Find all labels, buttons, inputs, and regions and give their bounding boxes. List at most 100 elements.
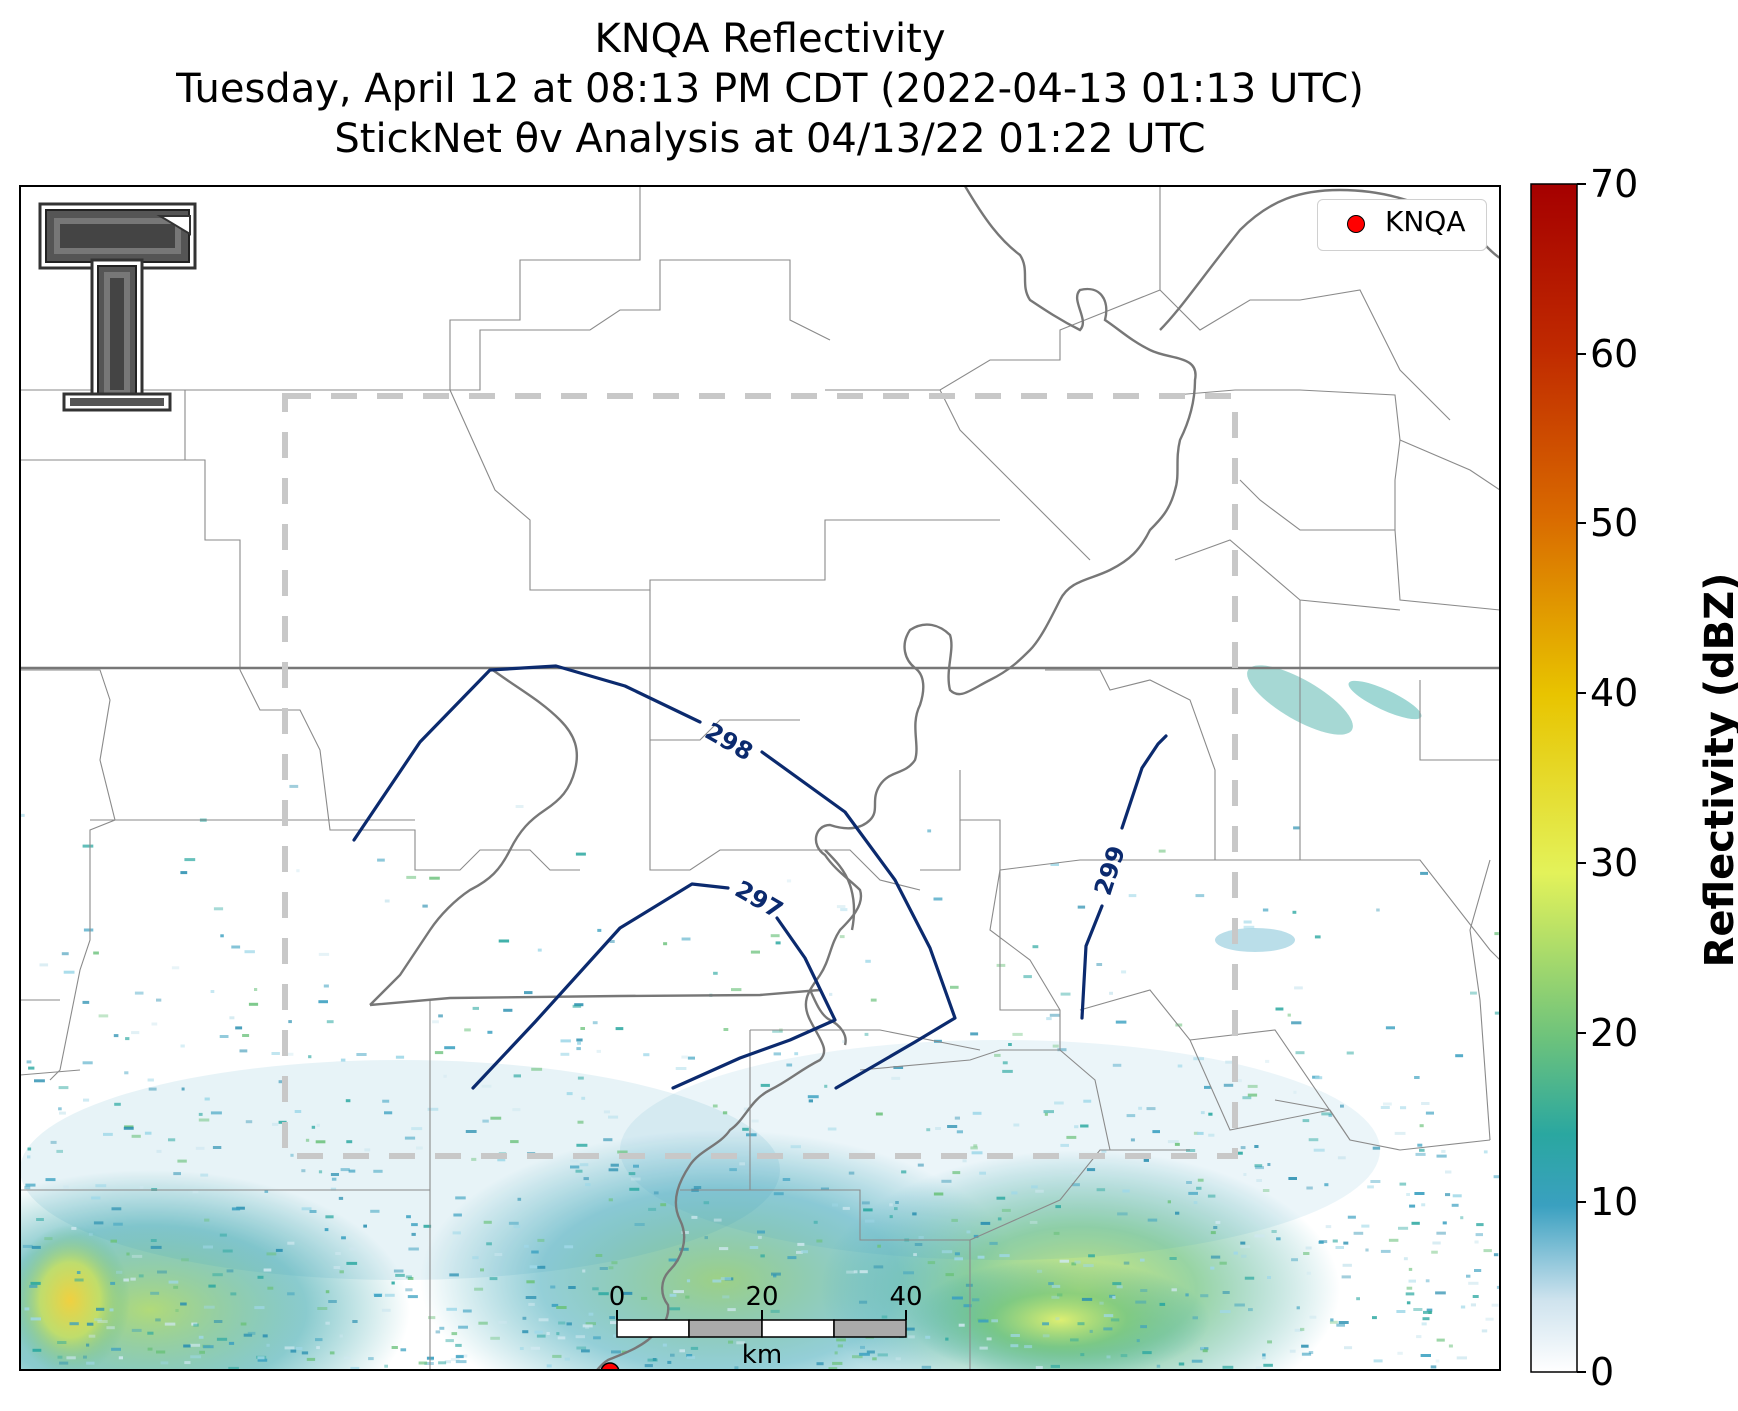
radar-speckle-cell [951,1296,963,1300]
radar-speckle-cell [1306,1186,1313,1190]
colorbar-tick-0: 0 [1590,1350,1615,1394]
radar-speckle-cell [1289,1349,1296,1353]
radar-speckle-cell [455,1355,464,1359]
radar-speckle-cell [384,1111,393,1115]
radar-speckle-cell [1175,1211,1180,1215]
radar-speckle-cell [432,1020,439,1024]
radar-speckle-cell [575,1335,585,1339]
radar-speckle-cell [490,1336,500,1340]
radar-speckle-cell [150,1245,162,1249]
radar-speckle-cell [131,1328,142,1332]
radar-speckle-cell [1308,1351,1314,1354]
radar-speckle-cell [1013,1123,1020,1127]
radar-speckle-cell [147,1347,153,1351]
radar-speckle-cell [1372,1316,1377,1320]
radar-speckle-cell [1296,1306,1300,1310]
radar-speckle-cell [686,1279,691,1283]
radar-speckle-cell [393,1269,404,1273]
radar-speckle-cell [989,1241,998,1245]
radar-speckle-cell [1186,1149,1196,1152]
radar-speckle-cell [287,1241,295,1245]
radar-speckle-cell [242,1034,250,1037]
radar-speckle-cell [76,1271,81,1274]
radar-speckle-cell [345,1099,351,1103]
radar-speckle-cell [579,1163,589,1167]
radar-speckle-cell [608,1168,619,1172]
radar-speckle-cell [597,928,602,932]
radar-speckle-cell [980,1221,991,1225]
radar-speckle-cell [489,1277,498,1281]
radar-speckle-cell [1011,1191,1018,1195]
radar-speckle-cell [820,1187,829,1191]
radar-speckle-cell [1483,1249,1492,1253]
radar-speckle-cell [986,1337,992,1341]
radar-speckle-cell [1367,1185,1374,1189]
radar-speckle-cell [1074,1260,1081,1264]
radar-speckle-cell [95,1184,107,1188]
radar-speckle-cell [1248,1308,1253,1312]
radar-speckle-cell [895,1201,899,1204]
radar-speckle-cell [690,1346,699,1350]
radar-speckle-cell [1493,1253,1499,1257]
radar-speckle-cell [1288,1177,1297,1180]
radar-speckle-cell [57,1341,67,1344]
radar-speckle-cell [318,952,330,956]
radar-speckle-cell [893,1066,904,1069]
radar-speckle-cell [519,1347,524,1350]
radar-speckle-cell [1103,1327,1113,1331]
radar-speckle-cell [1452,1194,1462,1198]
radar-speckle-cell [950,985,959,989]
radar-speckle-cell [1196,1186,1202,1190]
radar-speckle-cell [150,1239,157,1242]
radar-speckle-cell [131,1134,141,1138]
radar-speckle-cell [1275,1007,1284,1011]
radar-speckle-cell [615,1027,624,1031]
radar-speckle-cell [1435,1359,1440,1363]
radar-speckle-cell [126,1252,130,1256]
radar-speckle-cell [608,1266,614,1270]
radar-speckle-cell [611,1261,618,1265]
colorbar-tick-40: 40 [1590,671,1639,715]
radar-speckle-cell [577,1041,581,1045]
radar-speckle-cell [1247,1093,1258,1097]
radar-speckle-cell [1399,1182,1407,1186]
radar-speckle-cell [377,858,385,862]
radar-speckle-cell [704,1236,708,1240]
radar-speckle-cell [455,1343,462,1347]
radar-speckle-cell [346,1261,358,1265]
radar-speckle-cell [50,1140,57,1144]
radar-speckle-cell [971,1151,983,1155]
radar-speckle-cell [26,1060,32,1064]
radar-speckle-cell [1044,1112,1048,1116]
radar-speckle-cell [1422,1317,1430,1321]
colorbar-tick-60: 60 [1590,332,1639,376]
radar-speckle-cell [31,1245,41,1249]
radar-speckle-cell [34,1079,45,1083]
radar-speckle-cell [406,1215,411,1219]
radar-speckle-cell [1002,1061,1008,1065]
radar-speckle-cell [1042,1334,1050,1338]
radar-speckle-cell [583,1177,589,1181]
radar-speckle-cell [546,1332,550,1335]
radar-speckle-cell [1213,1226,1218,1229]
radar-speckle-cell [315,1140,326,1144]
radar-speckle-cell [827,1127,837,1131]
radar-speckle-cell [669,1307,681,1311]
radar-speckle-cell [1210,1255,1221,1259]
radar-speckle-cell [1361,1224,1370,1228]
radar-speckle-cell [1171,1288,1177,1292]
radar-speckle-cell [434,1051,444,1055]
scalebar-tick-20: 20 [745,1282,779,1312]
radar-speckle-cell [1267,1163,1271,1166]
radar-speckle-cell [611,1350,621,1354]
radar-speckle-cell [1292,910,1297,914]
radar-speckle-cell [219,1035,229,1038]
radar-speckle-cell [462,1309,472,1313]
radar-speckle-cell [481,1084,492,1088]
radar-speckle-cell [1167,1200,1171,1204]
radar-speckle-cell [1380,1249,1391,1253]
radar-speckle-cell [962,1159,967,1163]
radar-speckle-cell [770,1309,780,1313]
radar-speckle-cell [977,1255,985,1259]
radar-speckle-cell [348,1169,356,1173]
